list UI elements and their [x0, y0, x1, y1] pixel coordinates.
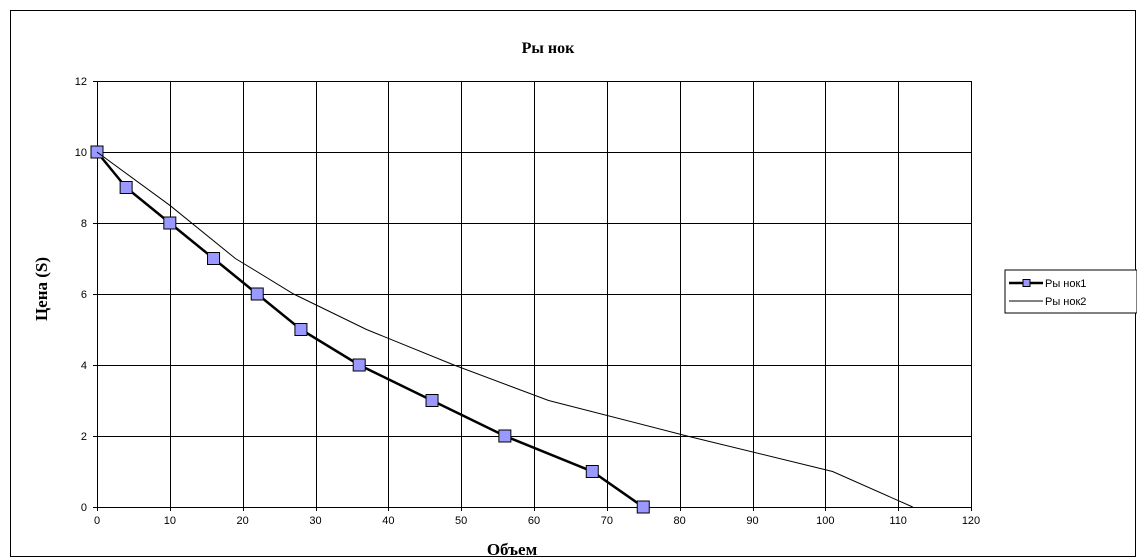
series-layer — [90, 145, 913, 514]
x-tick-label: 40 — [382, 515, 394, 527]
x-tick-label: 60 — [528, 515, 540, 527]
x-tick-label: 100 — [816, 515, 834, 527]
legend-label-2: Ры нок2 — [1045, 296, 1086, 308]
grid — [93, 81, 972, 511]
y-tick-label: 0 — [81, 502, 87, 514]
chart-frame: Ры нок 0 10 20 30 40 50 60 70 80 90 100 110 120 0 2 4 6 8… — [10, 10, 1137, 558]
y-tick-label: 4 — [81, 360, 87, 372]
data-point — [207, 252, 221, 265]
chart-title: Ры нок — [522, 40, 575, 57]
x-tick-label: 70 — [601, 515, 613, 527]
x-tick-label: 20 — [237, 515, 249, 527]
data-point — [163, 216, 177, 230]
x-tick-label: 30 — [309, 515, 321, 527]
y-tick-label: 8 — [81, 218, 87, 230]
x-tick-label: 80 — [674, 515, 686, 527]
x-tick-label: 90 — [746, 515, 758, 527]
data-point — [294, 323, 308, 336]
x-tick-label: 50 — [455, 515, 467, 527]
x-axis-title: Объем — [487, 540, 538, 558]
x-tick-label: 120 — [962, 515, 980, 527]
x-tick-label: 0 — [94, 515, 100, 527]
data-point — [352, 358, 366, 372]
x-tick-label: 10 — [164, 515, 176, 527]
data-point — [425, 394, 439, 407]
legend: Ры нок1 Ры нок2 — [1004, 269, 1137, 314]
data-point — [250, 287, 264, 301]
y-tick-label: 10 — [75, 147, 87, 159]
legend-label-1: Ры нок1 — [1045, 278, 1086, 290]
data-point — [636, 500, 650, 514]
y-axis-title: Цена (S) — [32, 257, 51, 321]
tick-labels: 0 10 20 30 40 50 60 70 80 90 100 110 120 0 2 4 6 8 10 12 — [75, 76, 980, 527]
plot-area-border — [97, 81, 972, 508]
x-tick-label: 110 — [889, 515, 907, 527]
data-point — [119, 181, 133, 194]
y-tick-label: 12 — [75, 76, 87, 88]
data-point — [585, 465, 599, 478]
y-tick-label: 6 — [81, 289, 87, 301]
legend-box — [1004, 269, 1137, 314]
data-point — [498, 429, 512, 443]
series-line-2 — [96, 151, 913, 508]
line-chart: Ры нок 0 10 20 30 40 50 60 70 80 90 100 110 120 0 2 4 6 8… — [32, 40, 1137, 558]
y-tick-label: 2 — [81, 431, 87, 443]
legend-marker-1 — [1022, 279, 1031, 287]
series-line-1 — [96, 151, 645, 509]
